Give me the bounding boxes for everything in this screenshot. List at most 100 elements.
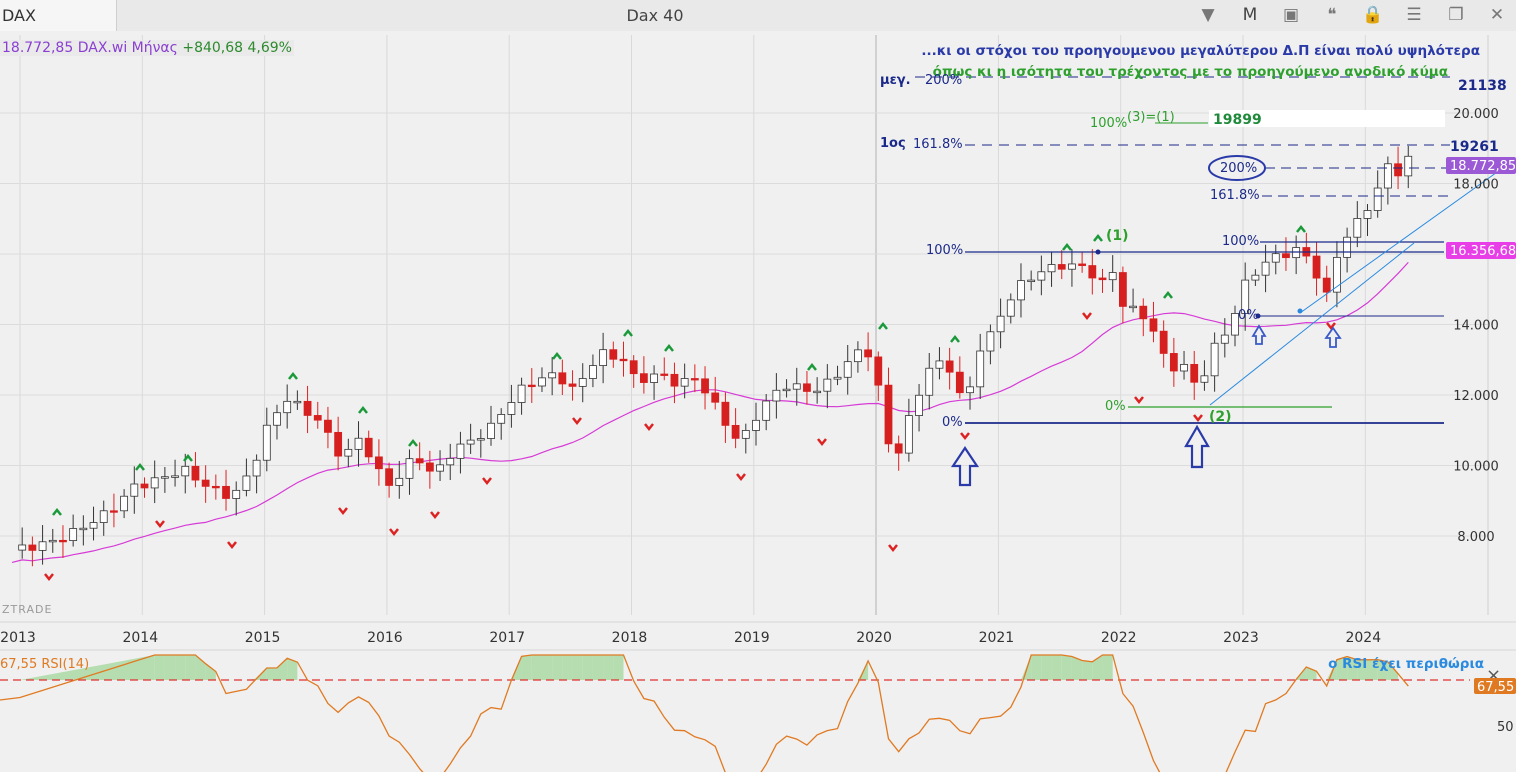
- candle-body: [171, 475, 179, 478]
- candle-body: [1068, 263, 1076, 270]
- peak-marker: [358, 405, 368, 414]
- eq-label: (3)=(1): [1127, 110, 1175, 125]
- x-tick-label: 2014: [122, 630, 158, 646]
- right-100-label: 100%: [1222, 234, 1259, 249]
- circle-200: [1208, 155, 1266, 181]
- x-tick-label: 2016: [367, 630, 403, 646]
- candle-body: [558, 372, 567, 385]
- rsi-overbought-fill: [1336, 656, 1348, 680]
- quote-icon[interactable]: ❝: [1327, 5, 1337, 25]
- symbol-field[interactable]: DAX: [0, 0, 117, 31]
- candle-body: [1108, 272, 1117, 281]
- rsi-overbought-fill: [1041, 655, 1052, 680]
- candle-body: [466, 439, 475, 445]
- candle-body: [894, 443, 903, 454]
- menu-icon[interactable]: ☰: [1406, 5, 1422, 25]
- watermark: ZTRADE: [2, 603, 52, 616]
- header-info: 18.772,85 DAX.wi Μήνας +840,68 4,69%: [0, 40, 294, 56]
- candle-body: [1241, 279, 1250, 314]
- candle-body: [935, 360, 944, 369]
- rsi-overbought-fill: [562, 655, 573, 680]
- panel-icon[interactable]: ▣: [1282, 5, 1300, 25]
- candle-body: [283, 400, 292, 414]
- candle-body: [609, 349, 618, 360]
- candle-body: [792, 383, 801, 390]
- candle-body: [89, 522, 98, 529]
- candle-body: [395, 477, 404, 486]
- x-tick-label: 2015: [245, 630, 281, 646]
- candle-body: [538, 377, 546, 387]
- header-last-price: 18.772,85: [2, 40, 74, 56]
- symbol-text: DAX: [2, 6, 36, 25]
- rsi-overbought-fill: [1051, 655, 1062, 680]
- candle-body: [589, 365, 597, 379]
- rsi-overbought-fill: [1092, 655, 1103, 680]
- first-pct: 161.8%: [913, 137, 963, 152]
- x-tick-label: 2021: [979, 630, 1015, 646]
- y-tick-label: 10.000: [1453, 460, 1499, 475]
- rsi-overbought-fill: [603, 655, 614, 680]
- note-line-1: ...κι οι στόχοι του προηγουμενου μεγαλύτ…: [921, 43, 1480, 59]
- chevron-down-icon[interactable]: ▼: [1201, 5, 1215, 25]
- candle-body: [1394, 163, 1402, 177]
- trough-marker: [155, 520, 165, 529]
- lock-icon[interactable]: 🔒: [1362, 5, 1384, 25]
- candle-body: [446, 457, 455, 466]
- rsi-overbought-fill: [1082, 660, 1093, 680]
- candle-body: [680, 378, 689, 387]
- candle-body: [813, 390, 822, 394]
- candle-body: [772, 389, 781, 402]
- candle-body: [1261, 261, 1270, 276]
- trough-marker: [1326, 322, 1336, 331]
- candle-body: [110, 510, 118, 513]
- candle-body: [181, 465, 190, 477]
- rsi-overbought-fill: [552, 655, 563, 680]
- candle-body: [497, 414, 506, 424]
- rsi-value-tag: [1474, 678, 1516, 694]
- candle-body: [1180, 363, 1188, 372]
- chart-area[interactable]: ...κι οι στόχοι του προηγουμενου μεγαλύτ…: [0, 31, 1516, 772]
- candle-body: [721, 401, 730, 426]
- eq-pct: 100%: [1090, 116, 1127, 131]
- candle-body: [915, 394, 923, 416]
- peak-marker: [52, 507, 62, 516]
- header-symbol: DAX.wi Μήνας: [77, 40, 178, 56]
- rsi-overbought-fill: [1102, 655, 1113, 680]
- candle-body: [99, 510, 108, 523]
- x-tick-label: 2023: [1223, 630, 1259, 646]
- rsi-overbought-fill: [541, 655, 553, 680]
- trough-marker: [1082, 312, 1092, 321]
- rsi-overbought-fill: [521, 655, 532, 680]
- trough-marker: [430, 511, 440, 520]
- close-icon[interactable]: ✕: [1489, 5, 1505, 25]
- axes: 8.00010.00012.00014.00016.00018.00020.00…: [0, 107, 1516, 646]
- ma-line: [11, 261, 1409, 563]
- arrow-up-3: [1251, 324, 1267, 345]
- candle-body: [1149, 318, 1158, 332]
- peak-marker: [664, 343, 674, 352]
- candle-body: [160, 476, 169, 479]
- candle-body: [18, 544, 27, 551]
- rsi-overbought-fill: [572, 655, 583, 680]
- candle-body: [823, 378, 832, 392]
- wave-1-label: (1): [1106, 228, 1129, 244]
- trough-marker: [960, 432, 970, 441]
- rsi-label: 67,55 RSI(14): [0, 657, 89, 672]
- candle-body: [1129, 305, 1137, 309]
- candle-body: [874, 356, 883, 386]
- candle-body: [752, 419, 760, 431]
- candle-body: [313, 415, 322, 421]
- trough-marker: [1134, 396, 1144, 405]
- wave-right0-dot: [1255, 313, 1261, 319]
- candle-body: [1159, 330, 1168, 354]
- candle-body: [690, 378, 699, 381]
- y-tick-label: 20.000: [1453, 107, 1499, 122]
- candle-body: [1037, 271, 1046, 281]
- candle-body: [69, 528, 78, 541]
- peak-marker: [408, 438, 418, 447]
- period-button[interactable]: M: [1242, 5, 1258, 25]
- restore-icon[interactable]: ❐: [1448, 5, 1464, 25]
- candle-body: [79, 527, 88, 531]
- trough-marker: [572, 417, 582, 426]
- candle-body: [405, 458, 414, 479]
